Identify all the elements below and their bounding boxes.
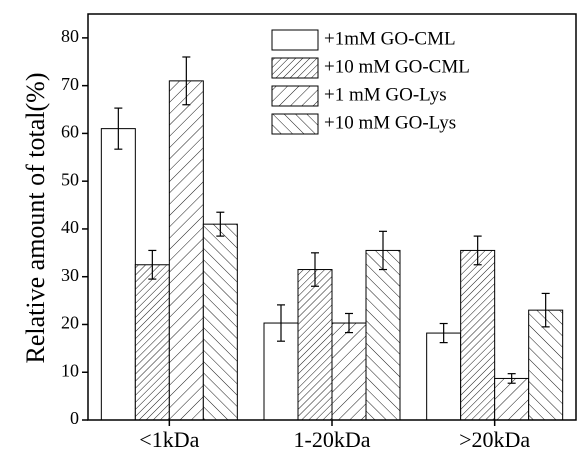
y-tick-label: 40 <box>61 217 79 237</box>
error-bar <box>507 373 516 384</box>
plot-frame <box>87 13 577 421</box>
bar <box>168 80 204 421</box>
error-bar <box>311 252 319 287</box>
bar <box>202 223 238 421</box>
error-bar <box>114 107 123 150</box>
bar <box>460 249 496 421</box>
legend-swatch <box>271 29 319 51</box>
bar <box>297 269 333 421</box>
legend-label: +10 mM GO-CML <box>324 56 470 77</box>
y-tick-label: 80 <box>61 26 79 46</box>
y-tick-label: 70 <box>61 74 79 94</box>
error-bar <box>277 304 285 342</box>
y-tick-label: 50 <box>61 169 79 189</box>
bar <box>528 309 564 421</box>
y-tick-label: 10 <box>61 360 79 380</box>
error-bar <box>182 56 191 106</box>
y-tick-label: 20 <box>61 313 79 333</box>
legend-label: +1 mM GO-Lys <box>324 84 447 105</box>
x-tick-label: <1kDa <box>139 427 199 452</box>
error-bar <box>345 312 353 334</box>
legend-swatch <box>271 85 319 107</box>
bar <box>365 249 401 421</box>
legend-swatch <box>271 113 319 135</box>
x-tick-label: >20kDa <box>459 427 530 452</box>
bar <box>494 377 530 421</box>
bar <box>331 322 367 421</box>
error-bar <box>216 211 225 237</box>
legend-label: +1mM GO-CML <box>324 28 456 49</box>
bar <box>426 332 462 421</box>
y-tick-label: 60 <box>61 122 79 142</box>
bar <box>134 264 170 421</box>
legend-swatch <box>271 57 319 79</box>
y-tick-label: 0 <box>70 408 79 428</box>
bar <box>100 128 136 421</box>
error-bar <box>379 230 387 271</box>
y-axis-label: Relative amount of total(%) <box>21 73 50 364</box>
error-bar <box>439 322 448 344</box>
error-bar <box>148 249 157 280</box>
error-bar <box>541 292 550 328</box>
x-tick-label: 1-20kDa <box>294 427 371 452</box>
y-tick-label: 30 <box>61 265 79 285</box>
legend-label: +10 mM GO-Lys <box>324 112 456 133</box>
error-bar <box>473 235 482 266</box>
